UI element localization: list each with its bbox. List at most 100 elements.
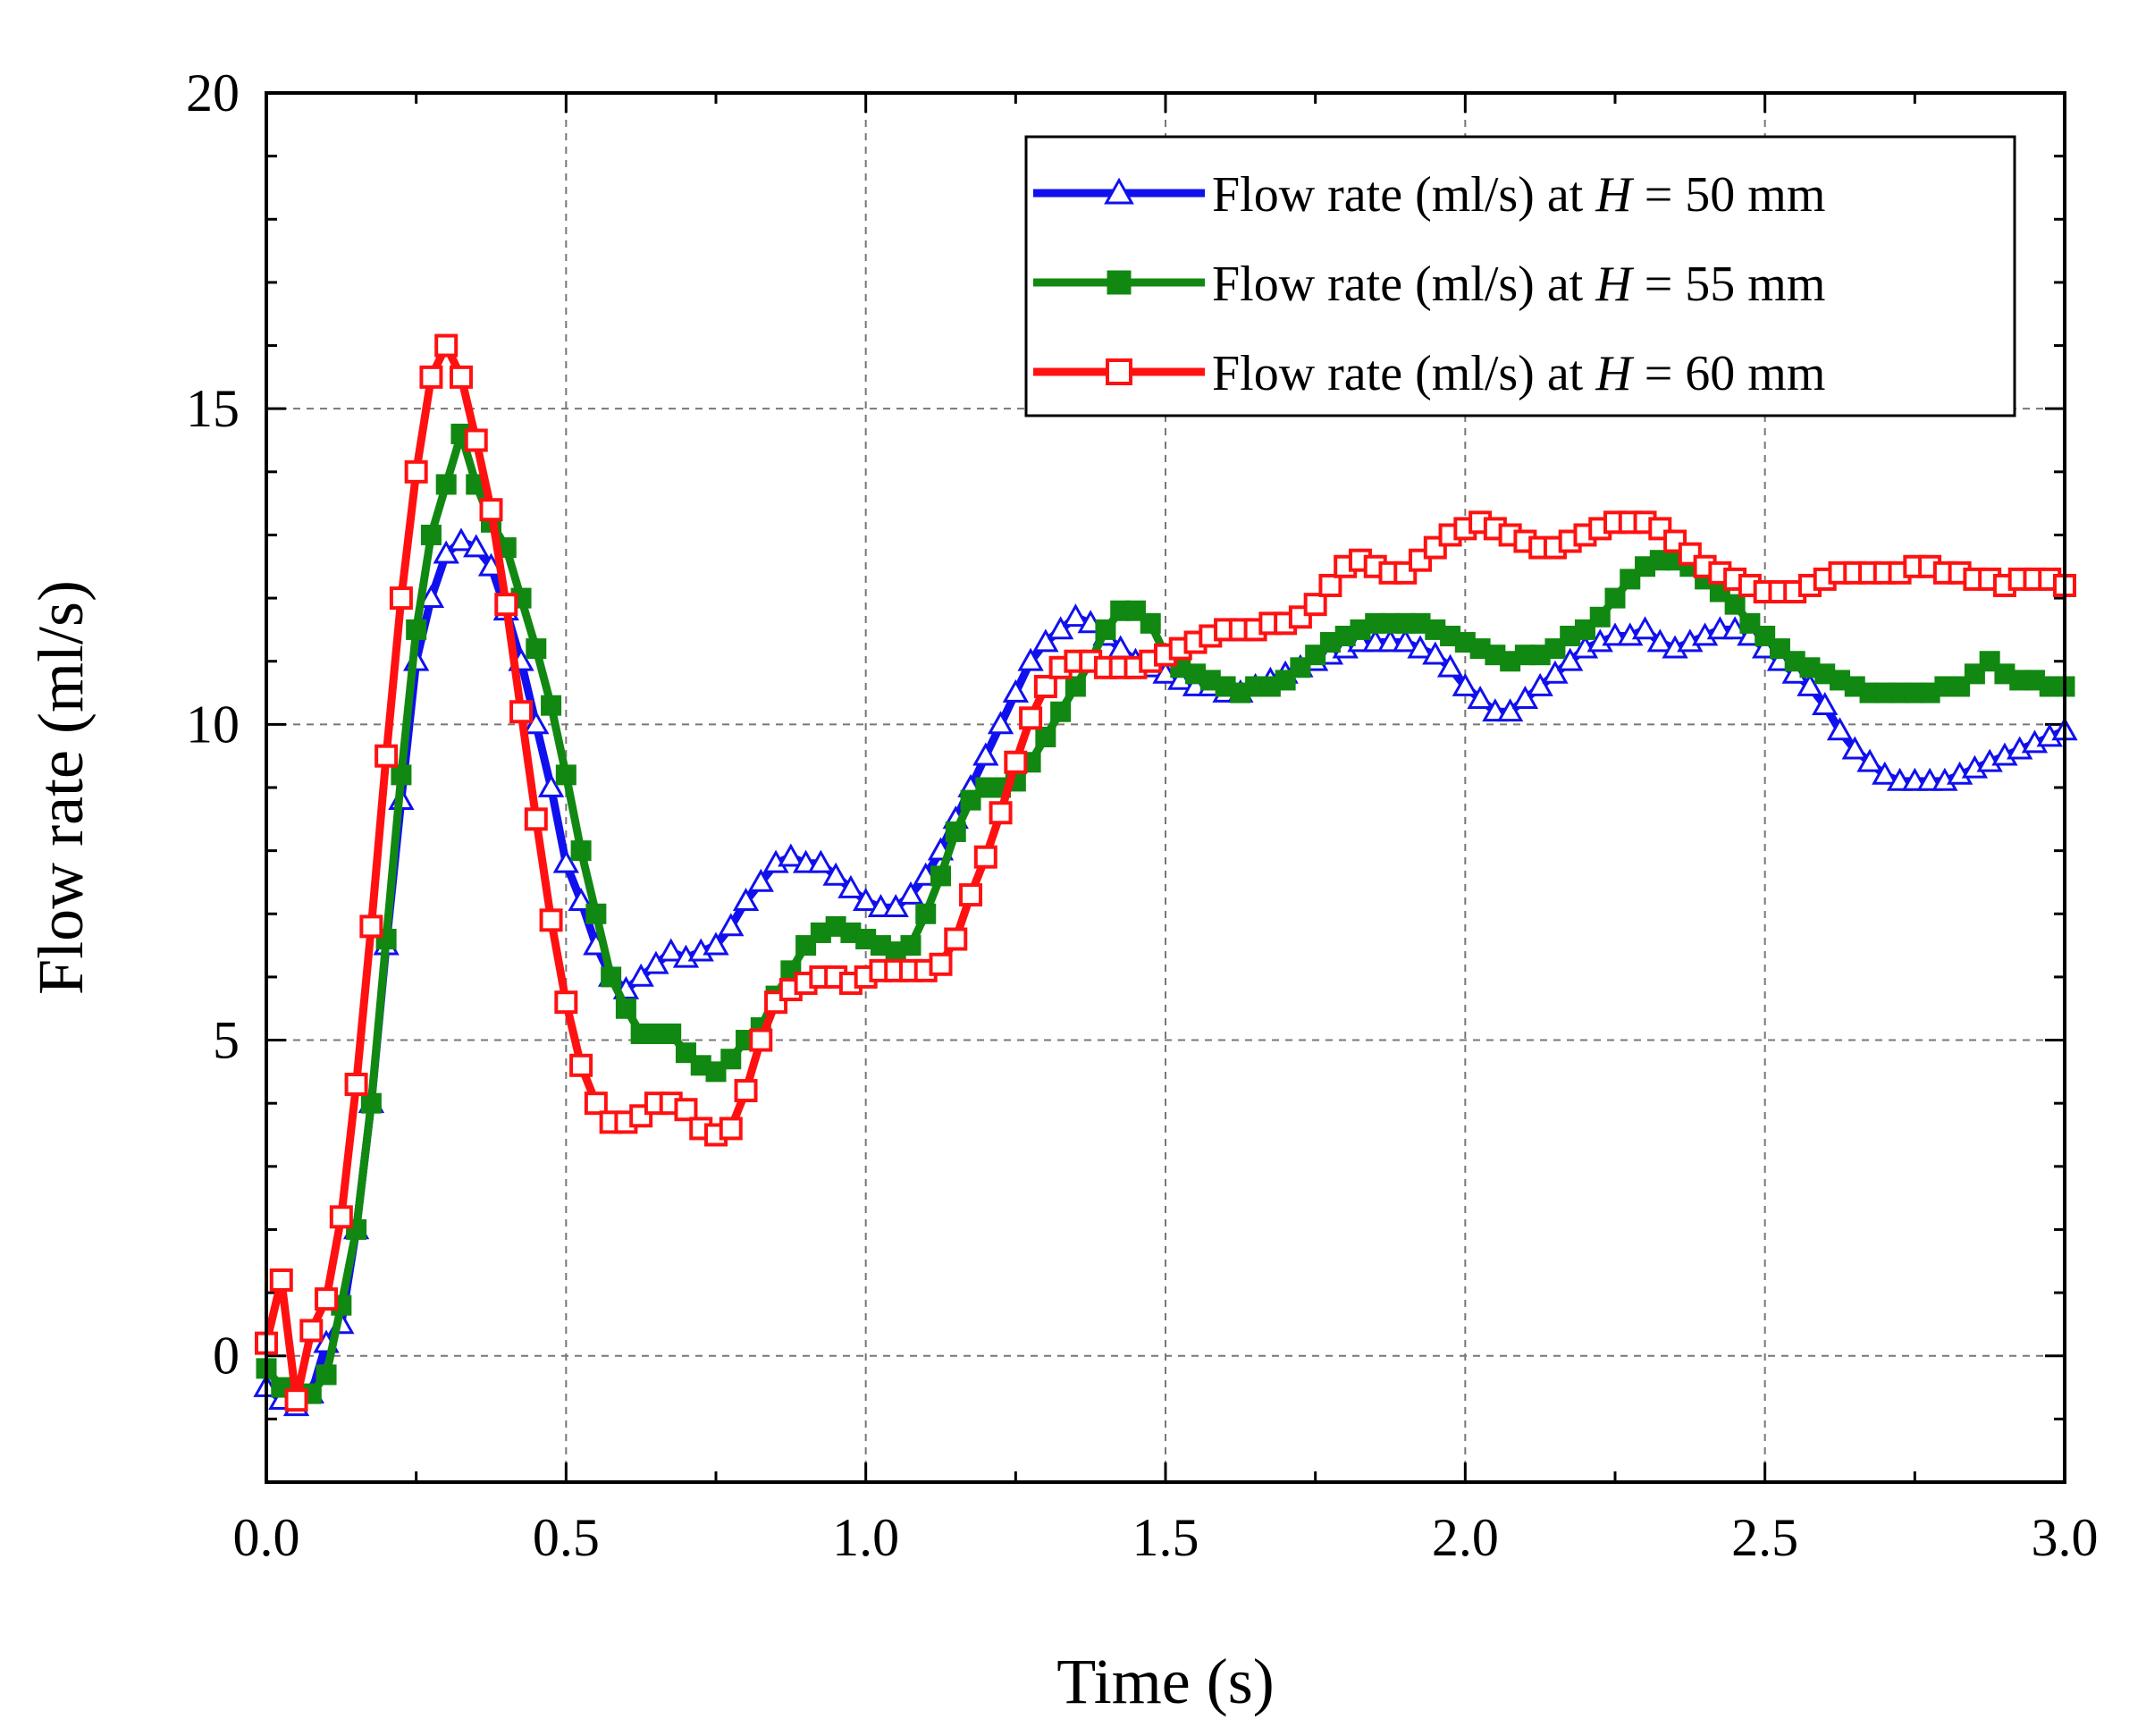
y-tick-label: 5	[213, 1011, 240, 1070]
data-point	[1318, 573, 1342, 597]
data-point	[435, 474, 457, 495]
y-tick-label: 0	[213, 1327, 240, 1386]
data-point	[539, 908, 563, 932]
legend-item: Flow rate (ml/s) at H = 50 mm	[1033, 167, 1825, 223]
legend-label: Flow rate (ml/s) at H = 55 mm	[1212, 257, 1825, 312]
data-point	[434, 333, 459, 358]
data-point	[316, 1364, 337, 1386]
series-3	[255, 333, 2076, 1412]
legend-variable: H	[1595, 257, 1634, 312]
data-point	[822, 862, 849, 886]
y-axis-title: Flow rate (ml/s)	[25, 580, 97, 995]
data-point	[1604, 587, 1626, 609]
data-point	[959, 883, 983, 907]
data-point	[404, 459, 428, 484]
data-point	[989, 801, 1013, 825]
data-point	[837, 874, 864, 898]
data-point	[389, 586, 413, 611]
data-point	[464, 428, 488, 452]
legend-label: Flow rate (ml/s) at H = 50 mm	[1212, 167, 1825, 223]
legend-variable: H	[1595, 346, 1634, 401]
data-point	[569, 1053, 593, 1077]
data-point	[930, 865, 951, 887]
legend-item: Flow rate (ml/s) at H = 60 mm	[1033, 346, 1825, 401]
data-point	[448, 527, 475, 552]
data-point	[900, 935, 922, 956]
data-point	[944, 927, 968, 951]
legend-suffix: = 50 mm	[1632, 167, 1826, 223]
data-point	[882, 894, 909, 918]
legend-label: Flow rate (ml/s) at H = 60 mm	[1212, 346, 1825, 401]
data-point	[526, 638, 547, 660]
plot-frame	[265, 91, 2066, 1484]
data-point	[1019, 706, 1043, 730]
data-point	[479, 498, 503, 522]
data-point	[269, 1268, 293, 1292]
data-point	[329, 1205, 353, 1229]
data-point	[718, 913, 745, 937]
data-point	[1452, 672, 1479, 696]
data-point	[1527, 672, 1553, 696]
data-point	[1646, 628, 1673, 653]
data-point	[433, 540, 459, 564]
data-point	[1797, 672, 1823, 696]
data-point	[419, 365, 443, 389]
data-point	[1392, 628, 1418, 653]
data-point	[1511, 685, 1539, 709]
data-point	[552, 849, 580, 873]
data-point	[658, 938, 685, 962]
data-point	[1303, 593, 1327, 617]
data-point	[1095, 619, 1116, 640]
x-tick-label: 3.0	[2032, 1508, 2099, 1567]
data-point	[494, 593, 518, 617]
data-point	[463, 534, 490, 558]
data-point	[1065, 676, 1086, 697]
data-point	[1436, 653, 1464, 678]
data-point	[1047, 616, 1074, 640]
data-point	[585, 903, 607, 924]
data-point	[643, 950, 669, 974]
data-point	[1856, 748, 1883, 772]
legend-suffix: = 55 mm	[1632, 257, 1826, 312]
data-point	[703, 931, 729, 956]
legend-prefix: Flow rate (ml/s) at	[1212, 346, 1595, 401]
data-point	[1062, 603, 1090, 628]
tick-labels: 0.0 0.5 1.0 1.5 2.0 2.5 3.0 0 5 10 15 20	[186, 63, 2099, 1567]
x-axis-title: Time (s)	[1056, 1646, 1274, 1717]
data-point	[1035, 726, 1056, 747]
data-point	[1496, 698, 1524, 722]
data-point	[360, 1092, 382, 1114]
data-point	[509, 700, 534, 724]
series-layer	[253, 333, 2078, 1417]
data-point	[972, 742, 999, 766]
data-point	[627, 963, 654, 987]
data-point	[852, 887, 879, 911]
data-point	[601, 966, 622, 988]
data-point	[897, 881, 924, 905]
legend-variable: H	[1595, 167, 1634, 223]
data-point	[1407, 635, 1434, 659]
data-point	[661, 1023, 682, 1044]
x-tick-label: 0.0	[233, 1508, 300, 1567]
data-point	[1557, 647, 1584, 671]
data-point	[615, 998, 636, 1019]
data-point	[406, 619, 427, 640]
data-point	[1004, 750, 1028, 774]
data-point	[732, 887, 760, 911]
data-point	[1032, 628, 1059, 653]
data-point	[1589, 606, 1611, 628]
legend-marker	[1106, 358, 1132, 385]
data-point	[554, 990, 578, 1015]
data-point	[449, 365, 473, 389]
data-point	[524, 807, 548, 831]
x-tick-label: 2.0	[1432, 1508, 1499, 1567]
data-point	[541, 695, 562, 716]
data-point	[915, 903, 937, 924]
data-point	[420, 524, 442, 545]
data-point	[749, 1028, 773, 1052]
x-tick-label: 2.5	[1731, 1508, 1798, 1567]
data-point	[929, 952, 953, 976]
data-point	[1002, 678, 1030, 703]
